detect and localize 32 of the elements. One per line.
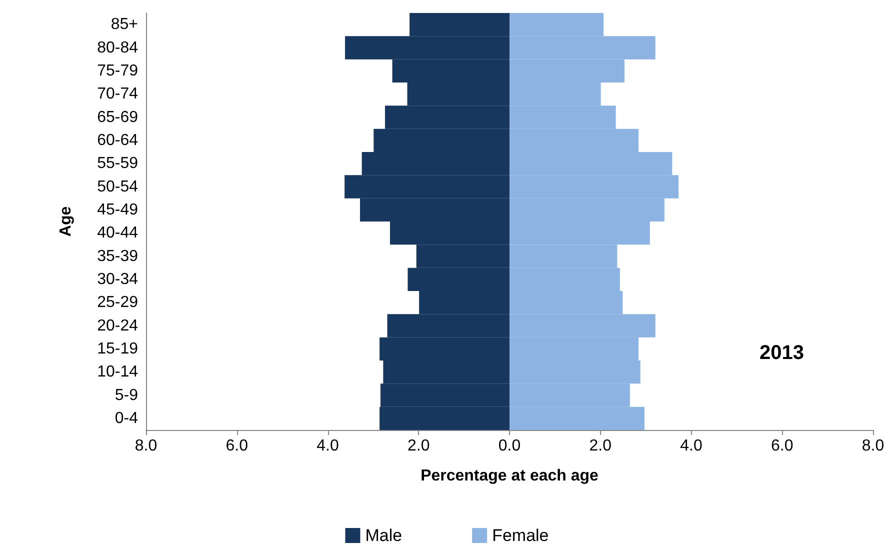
y-tick-label: 35-39 [97, 248, 138, 265]
y-axis-title: Age [58, 206, 74, 237]
y-tick-label: 0-4 [114, 410, 138, 427]
y-tick-label: 80-84 [97, 39, 138, 56]
y-tick-label: 75-79 [97, 62, 138, 80]
y-tick-label: 40-44 [97, 224, 138, 242]
y-tick-label: 85+ [110, 16, 138, 34]
y-tick-label: 70-74 [97, 86, 138, 103]
y-tick-label: 65-69 [97, 108, 138, 126]
y-tick-label: 15-19 [97, 340, 138, 358]
x-tick-label: 6.0 [771, 438, 794, 454]
y-tick-label: 55-59 [97, 155, 138, 172]
x-tick-label: 0.0 [498, 438, 521, 454]
x-tick-label: 4.0 [680, 438, 702, 454]
x-tick-label: 4.0 [316, 438, 339, 454]
y-tick-label: 50-54 [97, 178, 138, 196]
y-tick-label: 10-14 [97, 364, 138, 381]
y-tick-label: 5-9 [114, 386, 138, 404]
x-tick-label: 8.0 [134, 438, 158, 454]
x-axis-title: Percentage at each age [420, 468, 599, 484]
x-tick-label: 8.0 [862, 438, 884, 454]
legend-label: Female [492, 526, 549, 545]
legend-label: Male [365, 526, 402, 545]
y-tick-label: 30-34 [97, 270, 138, 288]
y-tick-label: 45-49 [97, 201, 138, 218]
annotation: 2013 [760, 342, 804, 364]
y-tick-label: 25-29 [97, 294, 138, 312]
x-tick-label: 6.0 [226, 438, 248, 454]
y-tick-label: 60-64 [97, 132, 138, 149]
x-tick-label: 2.0 [589, 438, 612, 454]
y-tick-label: 20-24 [97, 317, 138, 334]
x-tick-label: 2.0 [408, 438, 430, 454]
